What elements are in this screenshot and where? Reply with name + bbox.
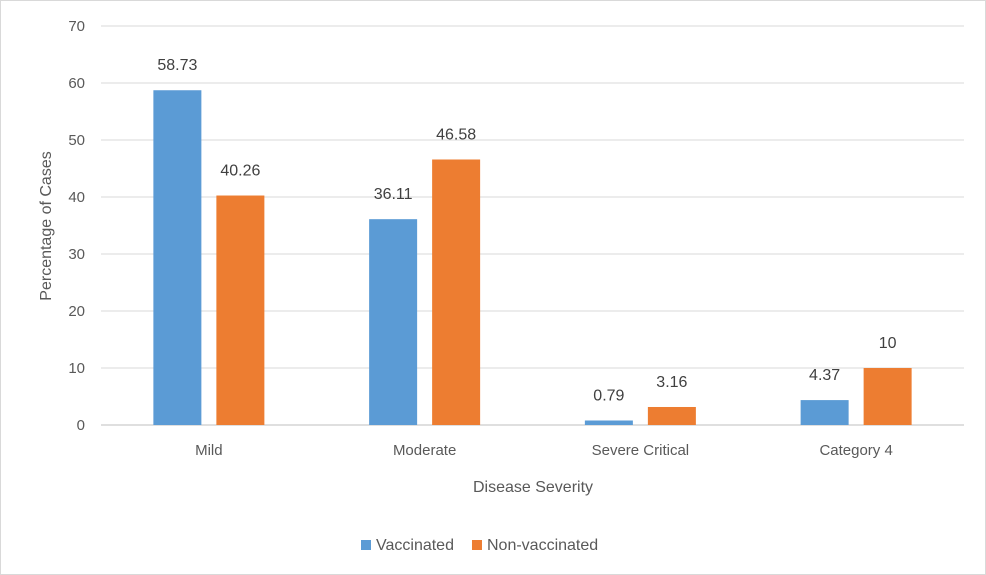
bar: [369, 219, 418, 425]
data-labels: 58.73 40.26 36.11 46.58 0.79 3.16 4.37 10: [157, 57, 896, 404]
x-tick-label: Category 4: [819, 442, 892, 459]
data-label: 40.26: [220, 163, 260, 180]
y-tick-label: 70: [68, 18, 85, 35]
bar: [216, 195, 265, 425]
y-tick-label: 0: [77, 417, 85, 434]
bar: [584, 420, 633, 425]
y-tick-label: 30: [68, 246, 85, 263]
bar: [647, 406, 696, 425]
data-label: 58.73: [157, 57, 197, 74]
bar: [153, 90, 202, 425]
y-tick-label: 50: [68, 132, 85, 149]
x-tick-label: Mild: [195, 442, 223, 459]
bar: [432, 159, 481, 425]
legend: Vaccinated Non-vaccinated: [361, 537, 598, 554]
data-label: 0.79: [593, 387, 624, 404]
y-tick-label: 40: [68, 189, 85, 206]
y-tick-label: 20: [68, 303, 85, 320]
y-tick-label: 60: [68, 75, 85, 92]
bars: [153, 90, 912, 425]
legend-label: Vaccinated: [376, 537, 454, 554]
y-axis-ticks: 0 10 20 30 40 50 60 70: [68, 18, 85, 434]
legend-label: Non-vaccinated: [487, 537, 598, 554]
x-tick-label: Moderate: [393, 442, 456, 459]
bar: [800, 400, 849, 425]
legend-swatch: [361, 540, 371, 550]
y-axis-title: Percentage of Cases: [38, 151, 55, 300]
y-tick-label: 10: [68, 360, 85, 377]
data-label: 36.11: [374, 186, 413, 203]
data-label: 10: [879, 335, 897, 352]
legend-swatch: [471, 540, 482, 550]
data-label: 4.37: [809, 367, 840, 384]
x-axis-ticks: Mild Moderate Severe Critical Category 4: [195, 442, 893, 459]
bar: [863, 368, 912, 425]
x-tick-label: Severe Critical: [592, 442, 690, 459]
x-axis-title: Disease Severity: [473, 479, 593, 496]
data-label: 3.16: [656, 374, 687, 391]
data-label: 46.58: [436, 126, 476, 143]
